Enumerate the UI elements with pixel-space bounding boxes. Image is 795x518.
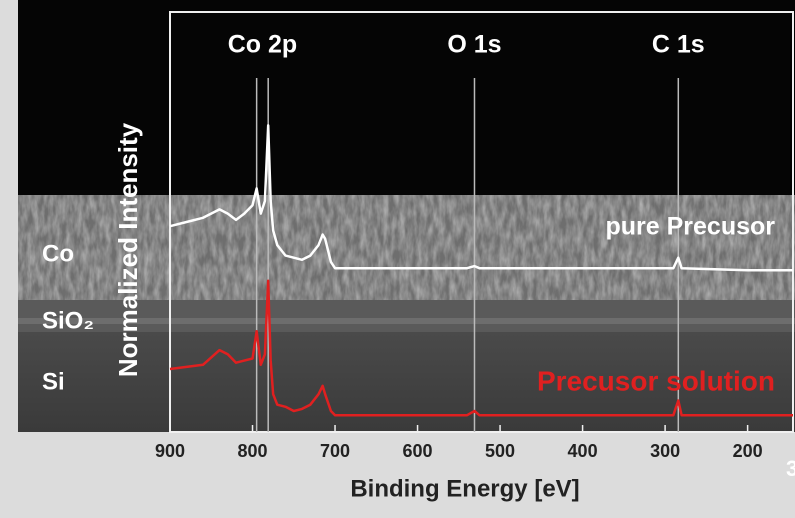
x-tick-label: 800 — [237, 441, 267, 461]
layer-label: Si — [42, 368, 65, 395]
peak-label: Co 2p — [228, 31, 297, 59]
series-line — [169, 279, 793, 417]
x-tick-label: 200 — [733, 441, 763, 461]
x-tick-label: 500 — [485, 441, 515, 461]
vacuum-region — [18, 0, 795, 200]
series-label: Precusor solution — [537, 365, 775, 396]
x-tick-label: 300 — [650, 441, 680, 461]
series-line — [169, 124, 793, 272]
x-tick-label: 400 — [568, 441, 598, 461]
layer-label: Co — [42, 240, 74, 267]
sio2-layer — [18, 300, 795, 332]
co-grain — [18, 195, 795, 305]
peak-label: C 1s — [652, 31, 705, 59]
x-tick-label: 600 — [403, 441, 433, 461]
layer-label: SiO₂ — [42, 307, 94, 334]
peak-label: O 1s — [447, 31, 501, 59]
series-label: pure Precusor — [605, 213, 775, 241]
corner-text: 3 — [786, 456, 795, 481]
x-tick-label: 700 — [320, 441, 350, 461]
x-axis-label: Binding Energy [eV] — [350, 475, 579, 502]
interface — [18, 318, 795, 324]
x-tick-label: 900 — [155, 441, 185, 461]
y-axis-label: Normalized Intensity — [113, 122, 143, 377]
plot-frame — [169, 11, 794, 433]
